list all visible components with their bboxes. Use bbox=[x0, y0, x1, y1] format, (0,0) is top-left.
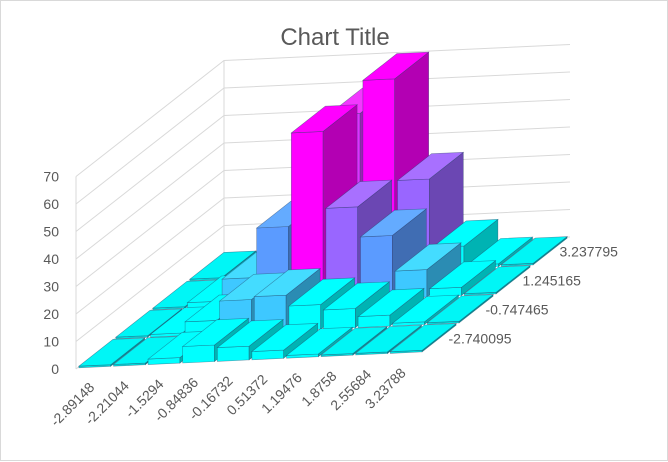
bar bbox=[357, 287, 425, 328]
bar bbox=[463, 264, 532, 296]
bar bbox=[426, 293, 495, 325]
bar bbox=[389, 322, 458, 354]
chart-title: Chart Title bbox=[280, 24, 389, 51]
z-tick-label: 40 bbox=[43, 251, 59, 267]
z-tick-label: 60 bbox=[43, 196, 59, 212]
z-tick-label: 10 bbox=[43, 334, 59, 350]
bars bbox=[77, 51, 569, 369]
back-walls bbox=[75, 44, 571, 370]
z-tick-label: 20 bbox=[43, 306, 59, 322]
z-tick-label: 30 bbox=[43, 279, 59, 295]
bar bbox=[391, 294, 460, 327]
bar bbox=[428, 259, 497, 298]
z-tick-label: 50 bbox=[43, 224, 59, 240]
z-tick-label: 0 bbox=[51, 361, 59, 377]
y-tick-label: -2.740095 bbox=[449, 331, 512, 347]
y-tick-label: 3.237795 bbox=[560, 244, 619, 260]
bar bbox=[320, 326, 388, 357]
bar bbox=[354, 324, 423, 356]
bar bbox=[250, 322, 319, 361]
x-tick-label: 3.23788 bbox=[362, 364, 409, 411]
bar bbox=[285, 326, 354, 359]
bar bbox=[77, 337, 146, 369]
y-tick-label: -0.747465 bbox=[486, 302, 549, 318]
y-tick-label: 1.245165 bbox=[523, 273, 582, 289]
bar bbox=[500, 235, 569, 267]
z-tick-label: 70 bbox=[43, 169, 59, 185]
x-tick-label: 1.19476 bbox=[258, 369, 305, 416]
